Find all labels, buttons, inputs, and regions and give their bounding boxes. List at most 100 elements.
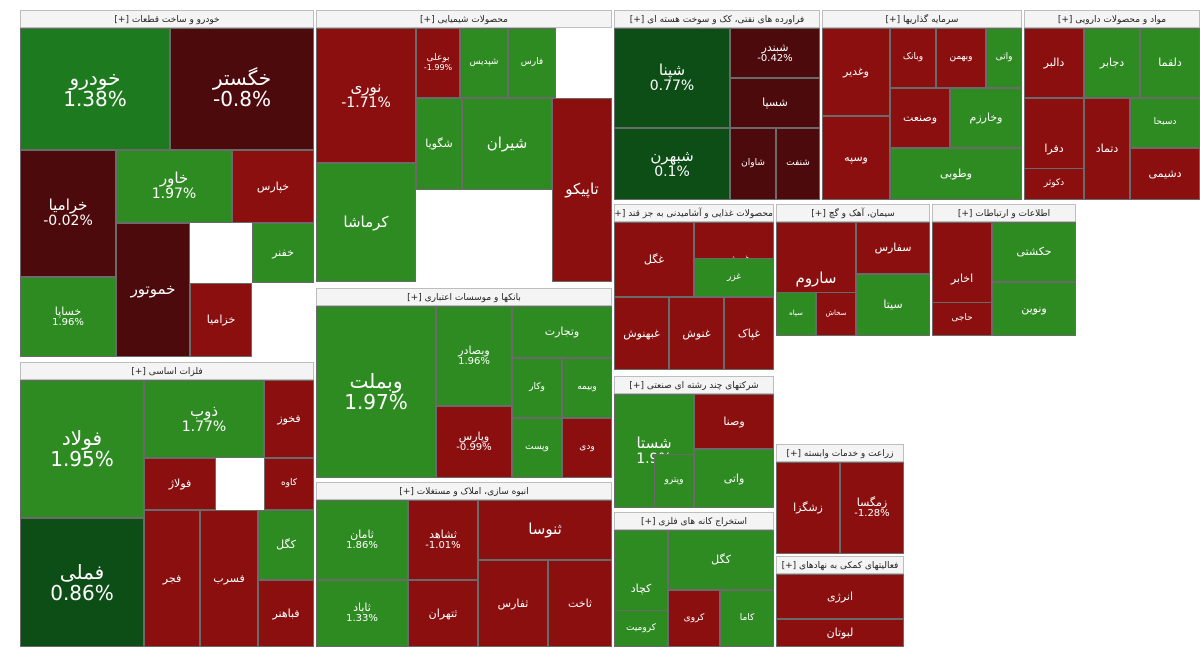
stock-tile[interactable]: حاجی <box>932 302 992 336</box>
stock-tile[interactable]: ثنوسا <box>478 500 612 560</box>
stock-tile[interactable]: فباهنر <box>258 580 314 647</box>
stock-tile[interactable]: نوری -1.71% <box>316 28 416 163</box>
sector-title[interactable]: بانکها و موسسات اعتباری [+] <box>316 288 612 306</box>
sector-title[interactable]: خودرو و ساخت قطعات [+] <box>20 10 314 28</box>
stock-tile[interactable]: وپست <box>512 418 562 478</box>
stock-tile[interactable]: ذوب 1.77% <box>144 380 264 458</box>
stock-tile[interactable]: وپترو <box>654 454 694 508</box>
sector-title[interactable]: انبوه سازی، املاک و مستغلات [+] <box>316 482 612 500</box>
stock-tile[interactable]: وصنعت <box>890 88 950 148</box>
stock-tile[interactable]: شیران <box>462 98 552 190</box>
stock-tile[interactable]: ثاباد 1.33% <box>316 580 408 647</box>
stock-tile[interactable]: غنوش <box>669 297 724 370</box>
stock-tile[interactable]: فولاژ <box>144 458 216 510</box>
stock-tile[interactable]: تاپیکو <box>552 98 612 282</box>
stock-tile[interactable]: غگل <box>614 222 694 297</box>
stock-tile[interactable]: کگل <box>668 530 774 590</box>
stock-tile[interactable]: وبهمن <box>936 28 986 88</box>
stock-tile[interactable]: کروی <box>668 590 720 647</box>
stock-tile[interactable]: کاوه <box>264 458 314 510</box>
stock-tile[interactable]: خزامیا <box>190 283 252 357</box>
stock-tile[interactable]: واتی <box>694 449 774 508</box>
stock-tile[interactable]: ودی <box>562 418 612 478</box>
stock-tile[interactable]: خموتور <box>116 223 190 357</box>
stock-tile[interactable]: کرومیت <box>614 610 668 647</box>
stock-tile[interactable]: ثشاهد -1.01% <box>408 500 478 580</box>
stock-tile[interactable]: دجابر <box>1084 28 1140 98</box>
stock-tile[interactable]: دسبحا <box>1130 98 1200 148</box>
stock-tile[interactable]: شبهرن 0.1% <box>614 128 730 200</box>
stock-tile[interactable]: شنفت <box>776 128 820 200</box>
stock-tile[interactable]: شگویا <box>416 98 462 190</box>
stock-tile[interactable]: وتجارت <box>512 306 612 358</box>
stock-tile[interactable]: فخوز <box>264 380 314 458</box>
stock-tile[interactable]: خودرو 1.38% <box>20 28 170 150</box>
stock-tile[interactable]: خساپا 1.96% <box>20 277 116 357</box>
stock-tile[interactable]: وخارزم <box>950 88 1022 148</box>
stock-tile[interactable]: شسپا <box>730 78 820 128</box>
stock-tile[interactable]: خراميا -0.02% <box>20 150 116 277</box>
stock-tile[interactable]: کگل <box>258 510 314 580</box>
sector-title[interactable]: محصولات شیمیایی [+] <box>316 10 612 28</box>
stock-tile[interactable]: فارس <box>508 28 556 98</box>
stock-tile[interactable]: حکشتی <box>992 222 1076 282</box>
stock-tile[interactable]: سخاش <box>816 292 856 336</box>
stock-tile[interactable]: کاما <box>720 590 774 647</box>
stock-tile[interactable]: سفارس <box>856 222 930 274</box>
sector-title[interactable]: فعالیتهای کمکی به نهادهای [+] <box>776 556 904 574</box>
sector-title[interactable]: سرمایه گذاریها [+] <box>822 10 1022 28</box>
stock-tile[interactable]: سیتا <box>856 274 930 336</box>
stock-tile[interactable]: ثامان 1.86% <box>316 500 408 580</box>
stock-tile[interactable]: سپاه <box>776 292 816 336</box>
stock-tile[interactable]: فسرب <box>200 510 258 647</box>
stock-tile[interactable]: وپارس -0.99% <box>436 406 512 478</box>
stock-tile[interactable]: زمگسا -1.28% <box>840 462 904 554</box>
stock-tile[interactable]: خگستر -0.8% <box>170 28 314 150</box>
stock-tile[interactable]: دشیمی <box>1130 148 1200 200</box>
stock-tile[interactable]: فملی 0.86% <box>20 518 144 647</box>
sector-title[interactable]: محصولات غذایی و آشامیدنی به جز قند [+] <box>614 204 774 222</box>
stock-tile[interactable]: شبندر -0.42% <box>730 28 820 78</box>
stock-tile[interactable]: وسپه <box>822 116 890 200</box>
stock-tile[interactable]: فجر <box>144 510 200 647</box>
stock-tile[interactable]: ثاخت <box>548 560 612 647</box>
stock-tile[interactable]: دکوثر <box>1024 168 1084 200</box>
stock-tile[interactable]: ونوین <box>992 282 1076 336</box>
stock-tile[interactable]: شپدیس <box>460 28 508 98</box>
stock-tile[interactable]: خفنر <box>252 223 314 283</box>
sector-title[interactable]: فراورده های نفتی، کک و سوخت هسته ای [+] <box>614 10 820 28</box>
stock-tile[interactable]: لبوتان <box>776 619 904 647</box>
stock-tile[interactable]: فولاد 1.95% <box>20 380 144 518</box>
stock-tile[interactable]: وبانک <box>890 28 936 88</box>
stock-tile[interactable]: وبیمه <box>562 358 612 418</box>
sector-title[interactable]: مواد و محصولات دارویی [+] <box>1024 10 1200 28</box>
stock-tile[interactable]: کرماشا <box>316 163 416 282</box>
stock-tile[interactable]: خاور 1.97% <box>116 150 232 223</box>
stock-tile[interactable]: واتی <box>986 28 1022 88</box>
sector-title[interactable]: فلزات اساسی [+] <box>20 362 314 380</box>
stock-tile[interactable]: وکار <box>512 358 562 418</box>
sector-title[interactable]: استخراج کانه های فلزی [+] <box>614 512 774 530</box>
stock-tile[interactable]: غزر <box>694 258 774 297</box>
stock-tile[interactable]: ثفارس <box>478 560 548 647</box>
stock-tile[interactable]: وبملت 1.97% <box>316 306 436 478</box>
stock-tile[interactable]: خپارس <box>232 150 314 223</box>
sector-title[interactable]: اطلاعات و ارتباطات [+] <box>932 204 1076 222</box>
stock-tile[interactable]: دتماد <box>1084 98 1130 200</box>
stock-tile[interactable]: وصنا <box>694 394 774 449</box>
stock-tile[interactable]: انرژی <box>776 574 904 619</box>
sector-title[interactable]: زراعت و خدمات وابسته [+] <box>776 444 904 462</box>
stock-tile[interactable]: دالبر <box>1024 28 1084 98</box>
stock-tile[interactable]: دلقما <box>1140 28 1200 98</box>
stock-tile[interactable]: شپنا 0.77% <box>614 28 730 128</box>
stock-tile[interactable]: غپاک <box>724 297 774 370</box>
stock-tile[interactable]: ثتهران <box>408 580 478 647</box>
sector-title[interactable]: شرکتهای چند رشته ای صنعتی [+] <box>614 376 774 394</box>
stock-tile[interactable]: شاوان <box>730 128 776 200</box>
stock-tile[interactable]: زشگزا <box>776 462 840 554</box>
stock-tile[interactable]: وطوبی <box>890 148 1022 200</box>
stock-tile[interactable]: وبصادر 1.96% <box>436 306 512 406</box>
stock-tile[interactable]: بوعلی -1.99% <box>416 28 460 98</box>
stock-tile[interactable]: غبهنوش <box>614 297 669 370</box>
sector-title[interactable]: سیمان، آهک و گچ [+] <box>776 204 930 222</box>
